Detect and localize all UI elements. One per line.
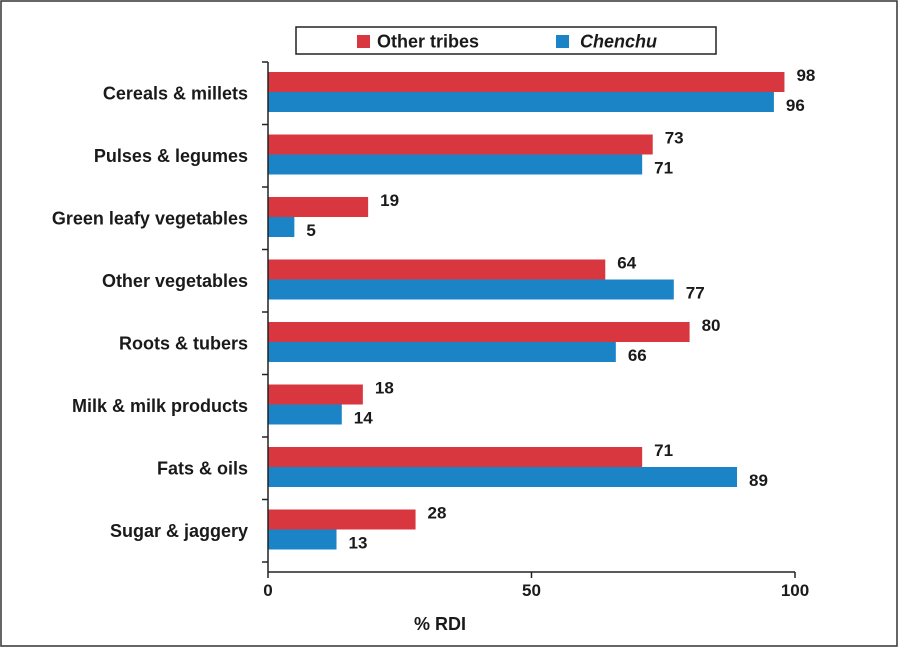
bar-other-tribes-sugar-jaggery [268,509,416,530]
bar-other-tribes-milk-milk-products [268,384,363,405]
bar-other-tribes-pulses-legumes [268,134,653,155]
bar-other-tribes-green-leafy-vegetables [268,197,369,217]
value-label-other-tribes-other-vegetables: 64 [617,254,636,273]
bar-other-tribes-cereals-millets [268,72,785,92]
value-label-other-tribes-fats-oils: 71 [654,441,673,460]
value-label-other-tribes-roots-tubers: 80 [702,316,721,335]
bar-chenchu-milk-milk-products [268,404,342,425]
bar-chenchu-green-leafy-vegetables [268,217,295,237]
bar-other-tribes-fats-oils [268,447,643,467]
value-label-other-tribes-cereals-millets: 98 [796,66,815,85]
category-label-roots-tubers: Roots & tubers [119,333,248,353]
value-label-chenchu-roots-tubers: 66 [628,346,647,365]
value-label-chenchu-fats-oils: 89 [749,471,768,490]
category-label-milk-milk-products: Milk & milk products [72,396,248,416]
category-label-sugar-jaggery: Sugar & jaggery [110,521,248,541]
bar-chenchu-fats-oils [268,467,738,487]
category-label-green-leafy-vegetables: Green leafy vegetables [52,208,248,228]
x-tick-label-0: 0 [263,581,272,600]
x-tick-label-100: 100 [781,581,809,600]
category-label-other-vegetables: Other vegetables [102,271,248,291]
value-label-other-tribes-milk-milk-products: 18 [375,379,394,398]
bar-chenchu-roots-tubers [268,342,616,362]
legend-swatch-chenchu [556,35,569,48]
axes-layer: 0 50 100 [262,61,809,600]
legend-label-other-tribes: Other tribes [377,32,479,52]
value-label-chenchu-sugar-jaggery: 13 [349,534,368,553]
bar-chenchu-other-vegetables [268,279,674,300]
bars-layer [268,72,785,550]
labels-layer: Cereals & millets 98 96 Pulses & legumes 73 7… [52,66,815,553]
value-label-chenchu-green-leafy-vegetables: 5 [306,221,315,240]
legend-label-chenchu: Chenchu [580,32,657,52]
value-label-chenchu-other-vegetables: 77 [686,284,705,303]
category-label-pulses-legumes: Pulses & legumes [94,146,248,166]
category-label-fats-oils: Fats & oils [157,458,248,478]
legend: Other tribes Chenchu [295,26,717,55]
x-axis-title: % RDI [414,614,466,634]
x-tick-label-50: 50 [522,581,541,600]
legend-swatch-other-tribes [357,35,370,48]
value-label-other-tribes-sugar-jaggery: 28 [428,504,447,523]
value-label-other-tribes-green-leafy-vegetables: 19 [380,191,399,210]
value-label-chenchu-pulses-legumes: 71 [654,159,673,178]
value-label-other-tribes-pulses-legumes: 73 [665,129,684,148]
bar-other-tribes-other-vegetables [268,259,606,280]
value-label-chenchu-cereals-millets: 96 [786,96,805,115]
bar-chenchu-cereals-millets [268,92,774,112]
value-label-chenchu-milk-milk-products: 14 [354,409,373,428]
bar-chenchu-pulses-legumes [268,154,643,175]
bar-other-tribes-roots-tubers [268,322,690,342]
category-label-cereals-millets: Cereals & millets [103,83,248,103]
bar-chenchu-sugar-jaggery [268,529,337,550]
